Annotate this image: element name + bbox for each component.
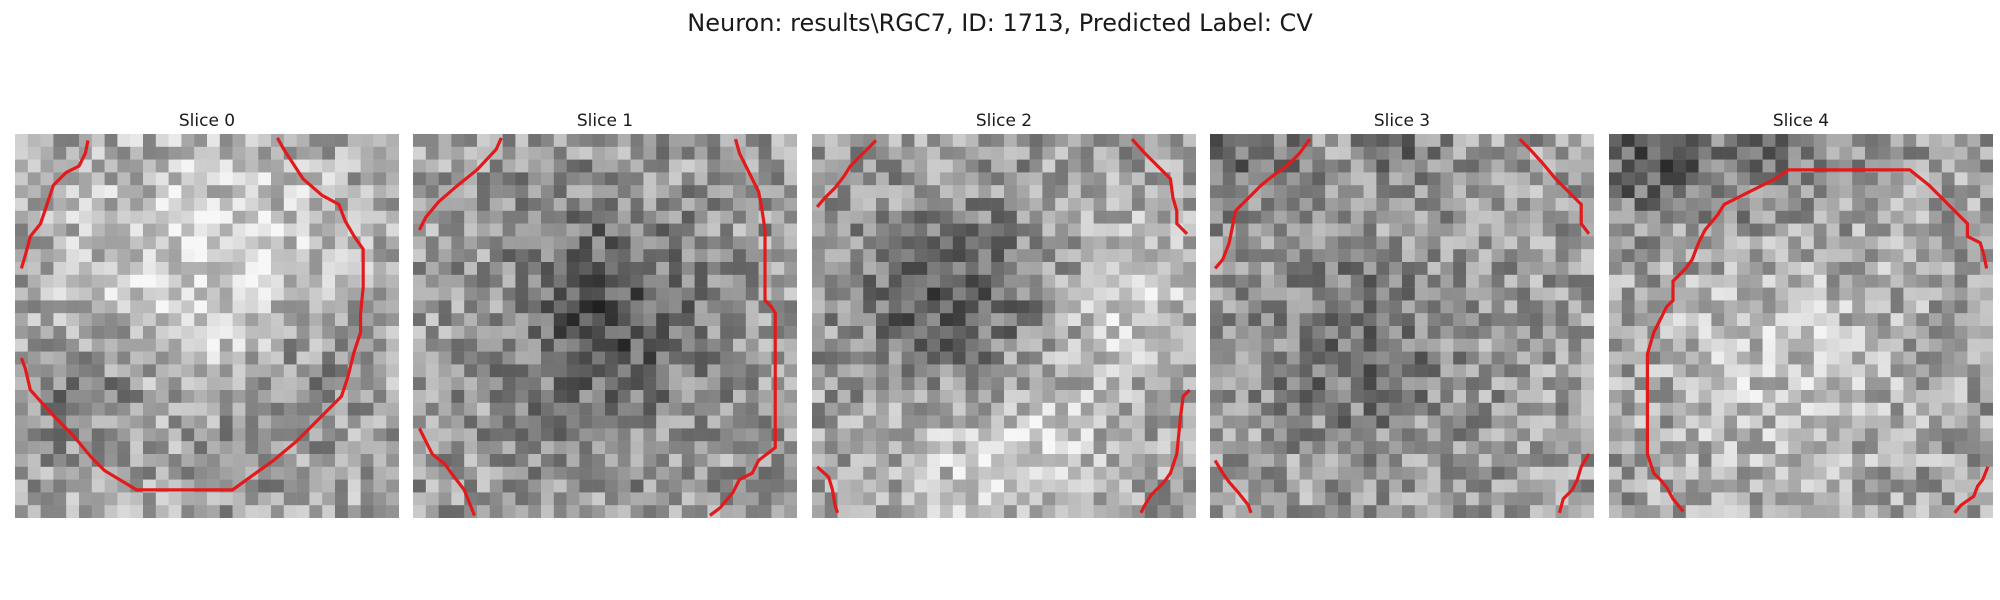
contour-line — [19, 137, 365, 492]
slice-image — [15, 134, 399, 518]
contour-line — [816, 465, 840, 514]
slice-image — [413, 134, 797, 518]
slice-panel-1: Slice 1 — [413, 108, 797, 518]
contour-line — [1213, 459, 1253, 514]
pixel-grid — [413, 134, 797, 518]
pixel-grid — [812, 134, 1196, 518]
figure-title: Neuron: results\RGC7, ID: 1713, Predicte… — [687, 9, 1313, 37]
slice-title: Slice 4 — [1772, 111, 1830, 131]
contour-line — [1213, 138, 1312, 270]
contour-line — [1130, 138, 1189, 235]
pixel-grid — [15, 134, 399, 518]
slice-panel-3: Slice 3 — [1210, 108, 1594, 518]
contour-line — [1645, 168, 1989, 513]
slice-title: Slice 1 — [576, 111, 634, 131]
contour-line — [19, 140, 90, 269]
slice-title: Slice 3 — [1373, 111, 1431, 131]
slice-image — [1210, 134, 1594, 518]
slice-title: Slice 2 — [975, 111, 1033, 131]
contour-line — [815, 139, 878, 209]
pixel-grid — [1609, 134, 1993, 518]
slice-image — [1609, 134, 1993, 518]
slice-panel-2: Slice 2 — [812, 108, 1196, 518]
contour-line — [1557, 453, 1591, 514]
contour-line — [1518, 137, 1591, 235]
slice-title: Slice 0 — [178, 111, 236, 131]
slice-image — [812, 134, 1196, 518]
contour-line — [709, 138, 777, 517]
contour-line — [1139, 388, 1191, 514]
slice-panel-0: Slice 0 — [15, 108, 399, 518]
slice-panel-4: Slice 4 — [1609, 108, 1993, 518]
contour-line — [1953, 466, 1990, 514]
contour-line — [417, 427, 476, 517]
pixel-grid — [1210, 134, 1594, 518]
contour-line — [417, 137, 503, 231]
